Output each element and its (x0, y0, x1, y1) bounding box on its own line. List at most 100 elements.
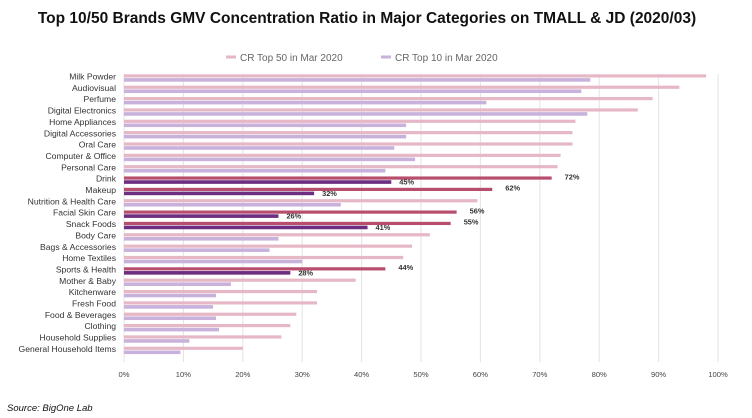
bar-cr-top-50-oral-care (124, 142, 573, 146)
bar-cr-top-50-drink (124, 176, 552, 180)
bar-cr-top-50-food-and-beverages (124, 312, 297, 316)
bar-cr-top-50-audiovisual (124, 85, 680, 89)
bar-cr-top-50-nutrition-and-health-care (124, 199, 478, 203)
category-label-bags-and-accessories: Bags & Accessories (40, 242, 116, 252)
category-label-sports-and-health: Sports & Health (56, 264, 116, 274)
x-tick-label: 90% (651, 370, 666, 379)
chart-title: Top 10/50 Brands GMV Concentration Ratio… (38, 10, 696, 27)
bar-cr-top-10-digital-accessories (124, 134, 407, 139)
category-label-fresh-food: Fresh Food (72, 299, 116, 309)
category-label-snack-foods: Snack Foods (66, 219, 116, 229)
category-label-nutrition-and-health-care: Nutrition & Health Care (28, 196, 117, 206)
x-tick-label: 70% (532, 370, 547, 379)
data-label-cr-top-50-sports-and-health: 44% (398, 263, 413, 272)
category-label-facial-skin-care: Facial Skin Care (53, 208, 116, 218)
bar-cr-top-10-household-supplies (124, 339, 190, 343)
bar-cr-top-50-facial-skin-care (124, 210, 457, 214)
bar-cr-top-10-facial-skin-care (124, 214, 279, 218)
bar-cr-top-10-makeup (124, 191, 315, 196)
category-label-home-textiles: Home Textiles (62, 253, 116, 263)
bar-cr-top-50-snack-foods (124, 221, 451, 226)
x-tick-label: 30% (295, 370, 310, 379)
x-tick-label: 20% (235, 370, 250, 379)
bar-cr-top-50-sports-and-health (124, 267, 386, 271)
bar-cr-top-50-household-supplies (124, 335, 282, 339)
category-label-kitchenware: Kitchenware (69, 287, 117, 297)
bar-cr-top-10-milk-powder (124, 78, 591, 82)
x-tick-label: 0% (119, 370, 130, 379)
bar-cr-top-50-general-household-items (124, 346, 243, 350)
x-axis-ticks: 0% 10% 20% 30% 40% 50% 60% 70% 80% 90% 100% (119, 370, 728, 379)
bar-cr-top-10-sports-and-health (124, 271, 291, 275)
data-label-cr-top-50-snack-foods: 55% (464, 218, 479, 227)
bar-cr-top-50-digital-accessories (124, 131, 573, 135)
legend-label-cr-top-50: CR Top 50 in Mar 2020 (240, 53, 343, 64)
bar-cr-top-10-body-care (124, 237, 279, 241)
bar-cr-top-50-computer-and-office (124, 153, 561, 157)
bar-cr-top-50-milk-powder (124, 74, 707, 78)
bar-cr-top-10-home-appliances (124, 123, 407, 128)
bar-cr-top-10-nutrition-and-health-care (124, 202, 341, 207)
bar-cr-top-50-home-appliances (124, 119, 576, 123)
bar-cr-top-50-clothing (124, 324, 291, 328)
x-tick-label: 60% (473, 370, 488, 379)
bar-cr-top-10-perfume (124, 100, 487, 105)
x-tick-label: 50% (413, 370, 428, 379)
bar-cr-top-10-audiovisual (124, 89, 582, 94)
data-label-cr-top-10-makeup: 32% (322, 189, 337, 198)
category-label-general-household-items: General Household Items (19, 344, 116, 354)
category-label-drink: Drink (96, 174, 117, 184)
data-label-cr-top-50-facial-skin-care: 56% (470, 206, 485, 215)
bar-cr-top-10-food-and-beverages (124, 316, 217, 321)
data-label-cr-top-10-drink: 45% (399, 178, 414, 187)
bar-cr-top-50-body-care (124, 233, 430, 237)
bar-cr-top-10-oral-care (124, 146, 395, 150)
data-label-cr-top-10-facial-skin-care: 26% (286, 212, 301, 221)
bar-cr-top-50-bags-and-accessories (124, 244, 413, 248)
data-label-cr-top-10-sports-and-health: 28% (298, 268, 313, 277)
x-tick-label: 100% (708, 370, 728, 379)
bar-cr-top-50-makeup (124, 187, 493, 191)
bar-cr-top-50-kitchenware (124, 289, 318, 294)
bar-cr-top-50-home-textiles (124, 255, 404, 260)
data-label-cr-top-50-makeup: 62% (505, 184, 520, 193)
bar-cr-top-10-general-household-items (124, 350, 181, 355)
bar-cr-top-10-home-textiles (124, 259, 303, 264)
category-label-food-and-beverages: Food & Beverages (45, 310, 116, 320)
category-label-audiovisual: Audiovisual (72, 83, 116, 93)
category-label-household-supplies: Household Supplies (40, 333, 116, 343)
bar-cr-top-10-digital-electronics (124, 112, 588, 116)
data-labels: 72% 45% 62% 32% 56% 26% 55% 41% 44% 28% (286, 172, 579, 277)
x-tick-label: 10% (176, 370, 191, 379)
legend: CR Top 50 in Mar 2020 CR Top 10 in Mar 2… (226, 53, 498, 64)
bar-cr-top-50-mother-and-baby (124, 278, 356, 282)
bar-cr-top-50-digital-electronics (124, 108, 638, 112)
bar-cr-top-10-fresh-food (124, 305, 214, 309)
category-label-makeup: Makeup (85, 185, 116, 195)
bar-cr-top-10-mother-and-baby (124, 282, 231, 286)
bar-cr-top-50-fresh-food (124, 301, 318, 305)
data-label-cr-top-50-drink: 72% (565, 172, 580, 181)
category-label-milk-powder: Milk Powder (69, 72, 116, 82)
category-label-mother-and-baby: Mother & Baby (59, 276, 117, 286)
category-label-oral-care: Oral Care (79, 140, 116, 150)
category-label-personal-care: Personal Care (61, 162, 116, 172)
bar-cr-top-10-personal-care (124, 168, 386, 173)
source-note: Source: BigOne Lab (7, 403, 93, 414)
x-tick-label: 80% (592, 370, 607, 379)
bar-cr-top-10-clothing (124, 327, 220, 332)
category-label-clothing: Clothing (84, 321, 116, 331)
bars (124, 74, 707, 355)
bar-cr-top-50-personal-care (124, 165, 558, 169)
legend-label-cr-top-10: CR Top 10 in Mar 2020 (395, 53, 498, 64)
category-label-body-care: Body Care (75, 230, 116, 240)
category-label-digital-electronics: Digital Electronics (48, 106, 116, 116)
bar-cr-top-10-kitchenware (124, 293, 217, 298)
category-label-perfume: Perfume (84, 94, 117, 104)
category-label-digital-accessories: Digital Accessories (44, 128, 116, 138)
bar-cr-top-10-bags-and-accessories (124, 248, 270, 252)
bar-cr-top-10-snack-foods (124, 225, 368, 230)
bar-cr-top-50-perfume (124, 97, 653, 101)
bar-cr-top-10-computer-and-office (124, 157, 416, 162)
